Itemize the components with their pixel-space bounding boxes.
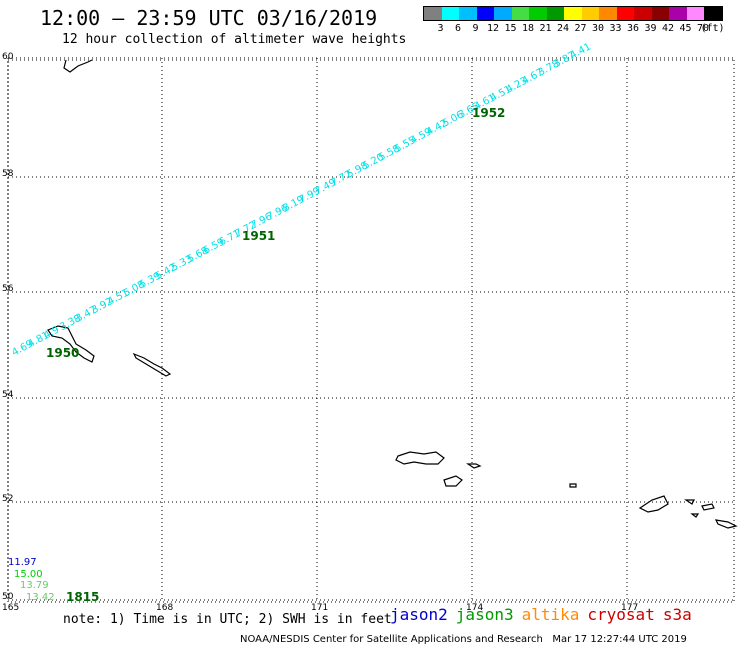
track-time-label: 1951 bbox=[242, 229, 275, 243]
island-rat1 bbox=[684, 499, 695, 505]
legend-label: 18 bbox=[521, 23, 535, 34]
satellite-label: s3a bbox=[662, 605, 692, 624]
other-obs-value: 13.79 bbox=[20, 580, 49, 591]
legend-label: (ft) bbox=[700, 23, 725, 34]
legend-label: 24 bbox=[556, 23, 570, 34]
other-obs-value: 13.42 bbox=[26, 592, 55, 603]
legend-labels: 3 6 9 12 15 18 21 24 27 30 33 36 39 42 45 70 (ft) bbox=[423, 21, 725, 35]
legend-label: 33 bbox=[609, 23, 622, 34]
other-obs-value: 11.97 bbox=[8, 557, 37, 568]
lon-label: 177 bbox=[621, 603, 638, 613]
legend-label: 39 bbox=[644, 23, 657, 34]
legend-swatch bbox=[546, 7, 564, 20]
island-kiska bbox=[638, 495, 669, 513]
satellite-legend: jason2 jason3 altika cryosat s3a bbox=[390, 605, 700, 624]
legend-swatch bbox=[704, 7, 722, 20]
legend-swatch bbox=[669, 7, 687, 20]
legend-swatch bbox=[511, 7, 529, 20]
legend-label: 6 bbox=[454, 23, 462, 34]
satellite-label: jason3 bbox=[455, 605, 514, 624]
lat-label: 60 bbox=[2, 52, 14, 62]
island-rat2 bbox=[701, 503, 715, 511]
legend-label: 36 bbox=[626, 23, 640, 34]
legend-swatch bbox=[581, 7, 599, 20]
island-agattu bbox=[443, 475, 463, 487]
track-times: 1950 1951 1952 bbox=[46, 106, 505, 360]
legend-swatch bbox=[651, 7, 669, 20]
coast-topleft bbox=[63, 59, 93, 73]
legend-label: 3 bbox=[437, 23, 444, 34]
legend-swatch bbox=[564, 7, 582, 20]
legend-label: 12 bbox=[486, 23, 500, 34]
track-value: 4.41 bbox=[568, 41, 593, 61]
legend-swatch bbox=[424, 7, 442, 20]
island-rat3 bbox=[690, 513, 700, 518]
legend-swatch bbox=[599, 7, 617, 20]
island-semichi bbox=[466, 463, 482, 469]
legend-swatch bbox=[634, 7, 652, 20]
other-obs-time: 1815 bbox=[66, 590, 99, 604]
lon-label: 171 bbox=[311, 603, 328, 613]
island-buldir bbox=[569, 483, 577, 488]
satellite-label: cryosat bbox=[587, 605, 655, 624]
legend-label: 70 bbox=[696, 23, 710, 34]
satellite-label: altika bbox=[521, 605, 580, 624]
island-attu bbox=[395, 451, 445, 465]
map-frame bbox=[7, 57, 735, 603]
island-amchitka bbox=[714, 519, 738, 529]
legend-label: 42 bbox=[661, 23, 675, 34]
legend-swatch bbox=[459, 7, 477, 20]
legend-label: 30 bbox=[591, 23, 605, 34]
legend-label: 21 bbox=[539, 23, 552, 34]
track-time-label: 1950 bbox=[46, 346, 79, 360]
track-value: 4.9 bbox=[42, 324, 61, 341]
other-obs-value: 15.00 bbox=[14, 569, 43, 580]
lon-label: 174 bbox=[466, 603, 483, 613]
legend-label: 45 bbox=[679, 23, 692, 34]
legend-label: 15 bbox=[504, 23, 517, 34]
legend-label: 9 bbox=[472, 23, 479, 34]
island-medny bbox=[132, 352, 172, 377]
island-bering bbox=[47, 325, 95, 363]
altimeter-track: 4.694.814.93.383.473.924.515.085.395.425… bbox=[10, 41, 593, 358]
legend-swatch bbox=[529, 7, 547, 20]
map-grid: 605856545250165168171174177 bbox=[2, 52, 735, 613]
legend-swatch bbox=[476, 7, 494, 20]
legend-swatches bbox=[423, 6, 723, 21]
color-legend: 3 6 9 12 15 18 21 24 27 30 33 36 39 42 45 70 (ft) bbox=[423, 6, 725, 35]
page-subtitle: 12 hour collection of altimeter wave hei… bbox=[62, 32, 407, 47]
coastlines bbox=[47, 59, 738, 529]
satellite-label: jason2 bbox=[390, 605, 448, 624]
legend-swatch bbox=[441, 7, 459, 20]
legend-label: 27 bbox=[574, 23, 587, 34]
lat-label: 56 bbox=[2, 284, 14, 294]
lat-label: 50 bbox=[2, 592, 14, 602]
footer-credit: NOAA/NESDIS Center for Satellite Applica… bbox=[240, 634, 687, 645]
legend-swatch bbox=[494, 7, 512, 20]
footer-note: note: 1) Time is in UTC; 2) SWH is in fe… bbox=[63, 612, 392, 627]
lon-label: 165 bbox=[2, 603, 19, 613]
lon-label: 168 bbox=[156, 603, 173, 613]
legend-swatch bbox=[616, 7, 634, 20]
track-time-label: 1952 bbox=[472, 106, 505, 120]
page-title: 12:00 — 23:59 UTC 03/16/2019 bbox=[40, 6, 378, 30]
legend-swatch bbox=[686, 7, 704, 20]
